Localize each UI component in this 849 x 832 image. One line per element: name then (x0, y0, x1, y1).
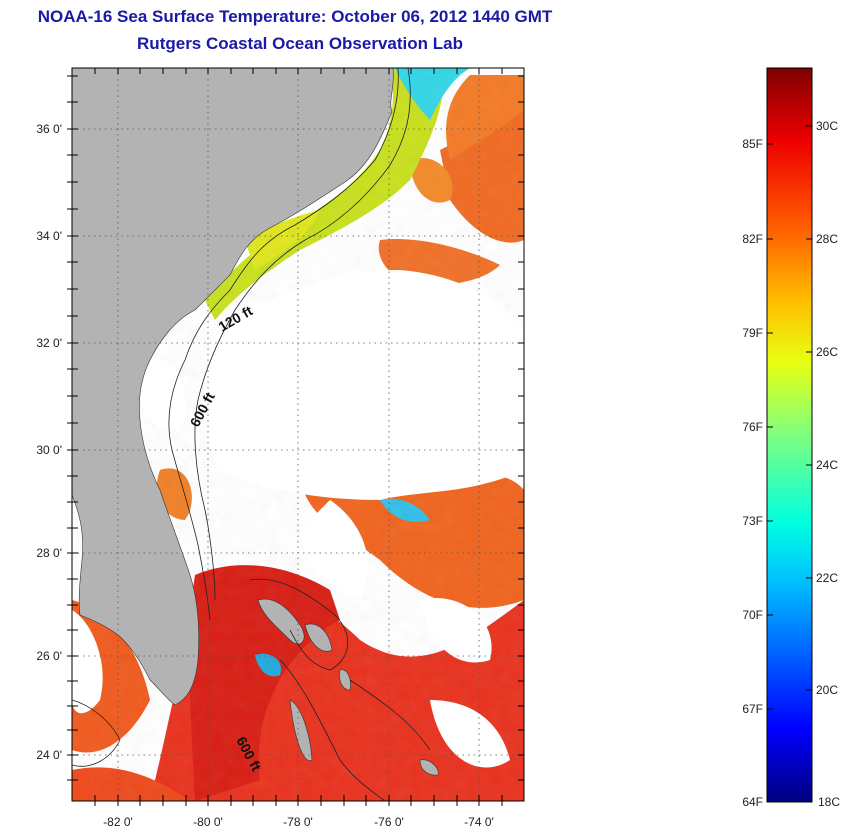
islands (257, 598, 439, 776)
colorbar-f-label: 82F (742, 232, 763, 246)
lat-tick-label: 36 0' (36, 122, 62, 136)
bathymetry-contours (72, 68, 431, 801)
land (72, 68, 394, 706)
chart-title: NOAA-16 Sea Surface Temperature: October… (37, 7, 553, 26)
colorbar-f-label: 70F (742, 608, 763, 622)
lat-tick-label: 26 0' (36, 649, 62, 663)
lat-axis: 36 0' 34 0' 32 0' 30 0' 28 0' 26 0' 24 0… (36, 122, 62, 762)
lon-tick-label: -82 0' (103, 815, 133, 829)
colorbar-c-label: 26C (816, 345, 838, 359)
colorbar-c-label: 30C (816, 119, 838, 133)
colorbar-f-label: 73F (742, 514, 763, 528)
lat-tick-label: 28 0' (36, 546, 62, 560)
colorbar-f-label: 67F (742, 702, 763, 716)
colorbar-c-label: 22C (816, 571, 838, 585)
lon-tick-label: -74 0' (464, 815, 494, 829)
lat-tick-label: 30 0' (36, 443, 62, 457)
sst-map: 120 ft 600 ft 600 ft -82 0' -80 0' -78 0… (36, 67, 525, 829)
colorbar-f-label: 85F (742, 137, 763, 151)
lon-tick-label: -80 0' (193, 815, 223, 829)
colorbar-f-labels: 85F 82F 79F 76F 73F 70F 67F 64F (742, 137, 763, 809)
colorbar-c-label: 18C (818, 795, 840, 809)
lon-tick-label: -78 0' (283, 815, 313, 829)
colorbar-ramp (766, 67, 813, 803)
frame-ticks (67, 68, 524, 806)
lon-axis: -82 0' -80 0' -78 0' -76 0' -74 0' (103, 815, 494, 829)
colorbar-c-label: 20C (816, 683, 838, 697)
lon-tick-label: -76 0' (374, 815, 404, 829)
lat-tick-label: 24 0' (36, 748, 62, 762)
colorbar-c-label: 24C (816, 458, 838, 472)
colorbar-c-label: 28C (816, 232, 838, 246)
lat-tick-label: 32 0' (36, 336, 62, 350)
colorbar-f-label: 76F (742, 420, 763, 434)
colorbar-f-label: 64F (742, 795, 763, 809)
lat-tick-label: 34 0' (36, 229, 62, 243)
colorbar-f-label: 79F (742, 326, 763, 340)
colorbar-c-labels: 30C 28C 26C 24C 22C 20C 18C (816, 119, 840, 809)
chart-subtitle: Rutgers Coastal Ocean Observation Lab (137, 34, 463, 53)
grid (72, 68, 524, 801)
cloud-mask (72, 117, 524, 768)
